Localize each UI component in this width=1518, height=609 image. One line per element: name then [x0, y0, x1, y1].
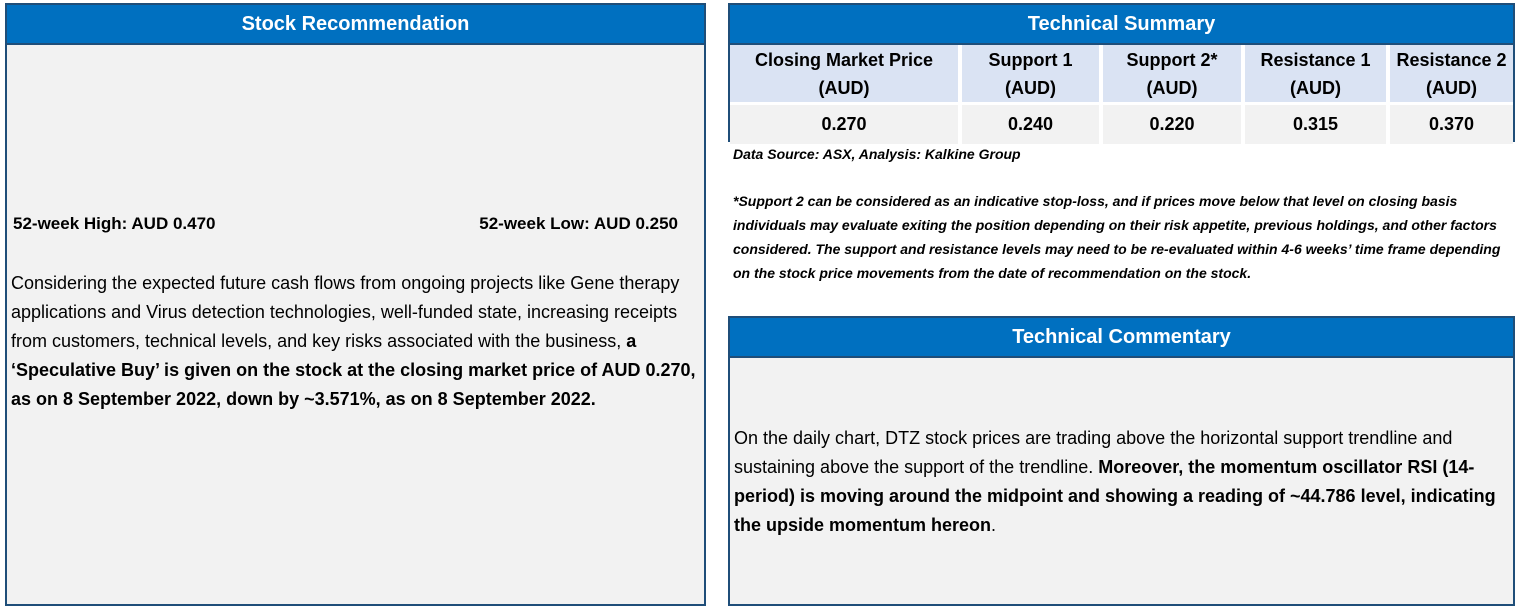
value-closing-market-price: 0.270 [730, 102, 962, 144]
technical-commentary-title: Technical Commentary [730, 318, 1513, 358]
commentary-text-bold: Moreover, the momentum oscillator RSI (1… [734, 457, 1496, 535]
col-resistance-2: Resistance 2 (AUD) [1390, 45, 1513, 102]
col-resistance-1: Resistance 1 (AUD) [1245, 45, 1390, 102]
value-resistance-2: 0.370 [1390, 102, 1513, 144]
fifty-two-week-low: 52-week Low: AUD 0.250 [479, 214, 678, 233]
technical-commentary-panel: Technical Commentary On the daily chart,… [728, 316, 1515, 606]
fifty-two-week-range: 52-week High: AUD 0.470 52-week Low: AUD… [13, 214, 698, 234]
value-resistance-1: 0.315 [1245, 102, 1390, 144]
value-support-2: 0.220 [1103, 102, 1245, 144]
technical-summary-table: Closing Market Price (AUD) Support 1 (AUD)… [730, 45, 1513, 144]
technical-summary-title: Technical Summary [730, 5, 1513, 45]
commentary-text: On the daily chart, DTZ stock prices are… [734, 424, 1507, 540]
value-support-1: 0.240 [962, 102, 1103, 144]
stock-recommendation-panel: Stock Recommendation 52-week High: AUD 0… [5, 3, 706, 606]
col-closing-market-price: Closing Market Price (AUD) [730, 45, 962, 102]
commentary-text-plain: On the daily chart, DTZ stock prices are… [734, 428, 1453, 477]
technical-summary-panel: Technical Summary Closing Market Price (A… [728, 3, 1515, 144]
recommendation-text-plain: Considering the expected future cash flo… [11, 273, 680, 351]
data-source-note: Data Source: ASX, Analysis: Kalkine Grou… [733, 146, 1021, 162]
fifty-two-week-high: 52-week High: AUD 0.470 [13, 214, 216, 233]
support-disclaimer: *Support 2 can be considered as an indic… [733, 193, 1501, 281]
stock-recommendation-title: Stock Recommendation [7, 5, 704, 45]
recommendation-text: Considering the expected future cash flo… [11, 269, 702, 414]
col-support-2: Support 2* (AUD) [1103, 45, 1245, 102]
commentary-text-end: . [991, 515, 997, 535]
col-support-1: Support 1 (AUD) [962, 45, 1103, 102]
recommendation-text-bold: a ‘Speculative Buy’ is given on the stoc… [11, 331, 696, 409]
table-row: 0.270 0.240 0.220 0.315 0.370 [730, 102, 1513, 144]
table-header-row: Closing Market Price (AUD) Support 1 (AUD)… [730, 45, 1513, 102]
